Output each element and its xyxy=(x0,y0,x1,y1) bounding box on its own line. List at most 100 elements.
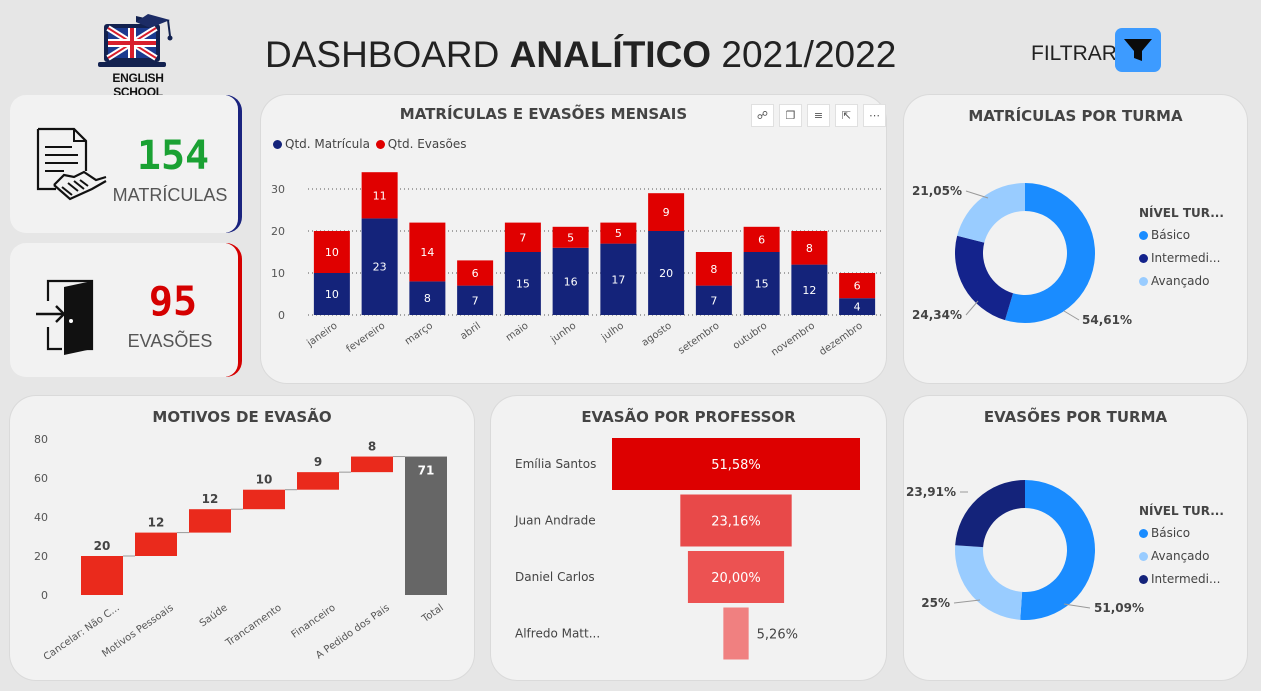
x-tick-label: junho xyxy=(548,320,578,346)
funnel-bar xyxy=(687,551,785,603)
reasons-chart-card[interactable]: MOTIVOS DE EVASÃO 0 20 40 60 80 20 Cancelar: N… xyxy=(10,396,474,680)
bar-matricula xyxy=(552,247,589,315)
legend-label: Básico xyxy=(1151,228,1191,242)
waterfall-bar xyxy=(81,556,123,595)
bar-matricula xyxy=(504,252,541,315)
bar-evasoes xyxy=(313,231,350,273)
data-label: 10 xyxy=(325,288,339,301)
bar-matricula xyxy=(791,264,828,315)
teacher-chart-card[interactable]: EVASÃO POR PROFESSOR Emília Santos 51,58%… xyxy=(491,396,886,680)
bar-evasoes xyxy=(409,222,446,282)
school-logo-icon xyxy=(98,14,173,67)
bar-matricula xyxy=(743,252,780,315)
data-label: 20,00% xyxy=(711,571,761,586)
legend-label-evasoes: Qtd. Evasões xyxy=(387,137,467,151)
data-label: 15 xyxy=(516,278,530,291)
data-label: 71 xyxy=(418,464,435,478)
donut-slice xyxy=(957,183,1025,243)
data-label: 6 xyxy=(854,280,861,293)
evasion-class-card[interactable]: EVASÕES POR TURMA 51,09% 25% 23,91% NÍVEL … xyxy=(904,396,1247,680)
x-tick-label: Financeiro xyxy=(290,602,338,640)
bar-matricula xyxy=(313,273,350,315)
leader-line xyxy=(1063,310,1080,321)
bar-matricula xyxy=(457,285,494,315)
legend-label: Básico xyxy=(1151,526,1191,540)
y-tick-label: 60 xyxy=(34,472,48,485)
pin-visual-button[interactable]: ☍ xyxy=(751,104,774,127)
x-tick-label: agosto xyxy=(640,320,674,348)
legend-label-matricula: Qtd. Matrícula xyxy=(285,137,370,151)
donut-slice xyxy=(955,480,1025,548)
reasons-chart-title: MOTIVOS DE EVASÃO xyxy=(152,408,332,426)
enrollment-class-donut: 54,61% 24,34% 21,05% xyxy=(912,183,1132,327)
total-bar xyxy=(405,456,447,595)
donut-slice xyxy=(1020,480,1096,620)
data-label: 12 xyxy=(148,516,165,530)
data-label: 9 xyxy=(663,206,670,219)
data-label: 8 xyxy=(806,242,813,255)
data-label: 7 xyxy=(519,231,526,244)
data-label: 20 xyxy=(94,539,111,553)
funnel-icon xyxy=(1124,39,1152,61)
bar-evasoes xyxy=(457,260,494,286)
page-title: DASHBOARD ANALÍTICO 2021/2022 xyxy=(265,34,896,76)
legend-item-intermediario[interactable]: Intermedi... xyxy=(1139,251,1224,265)
data-label: 16 xyxy=(564,275,578,288)
slice-label: 21,05% xyxy=(912,184,962,198)
filter-visual-button[interactable]: ≡ xyxy=(807,104,830,127)
legend-item-basico[interactable]: Básico xyxy=(1139,228,1224,242)
legend-item-avancado[interactable]: Avançado xyxy=(1139,274,1224,288)
bar-evasoes xyxy=(695,252,732,286)
y-tick-label: 20 xyxy=(34,550,48,563)
filter-label: FILTRAR xyxy=(1031,42,1117,65)
funnel-bar xyxy=(612,438,860,490)
waterfall-bar xyxy=(297,472,339,490)
monthly-chart-card[interactable]: MATRÍCULAS E EVASÕES MENSAIS Qtd. Matríc… xyxy=(261,95,886,383)
teacher-name: Juan Andrade xyxy=(514,514,596,528)
evasion-class-donut: 51,09% 25% 23,91% xyxy=(906,480,1144,620)
data-label: 10 xyxy=(256,473,273,487)
data-label: 5 xyxy=(615,227,622,240)
y-tick-label: 10 xyxy=(271,267,285,280)
bar-matricula xyxy=(409,281,446,315)
legend-item-basico[interactable]: Básico xyxy=(1139,526,1224,540)
contract-handshake-icon xyxy=(36,127,107,201)
x-tick-label: dezembro xyxy=(818,320,865,358)
teacher-name: Alfredo Matt... xyxy=(515,627,600,641)
filter-button[interactable] xyxy=(1115,28,1161,72)
bar-evasoes xyxy=(600,222,637,244)
legend-item-avancado[interactable]: Avançado xyxy=(1139,549,1224,563)
kpi-value-matriculas: 154 xyxy=(136,133,210,179)
legend-label: Avançado xyxy=(1151,274,1210,288)
legend-item-matricula[interactable]: Qtd. Matrícula xyxy=(273,137,370,151)
enrollment-class-card[interactable]: MATRÍCULAS POR TURMA 54,61% 24,34% 21,05% … xyxy=(904,95,1247,383)
x-tick-label: julho xyxy=(599,320,626,344)
waterfall-bar xyxy=(351,456,393,473)
kpi-value-evasoes: 95 xyxy=(148,279,198,325)
enrollment-class-title: MATRÍCULAS POR TURMA xyxy=(968,107,1183,125)
slice-label: 24,34% xyxy=(912,308,962,322)
legend-swatch-matricula xyxy=(273,140,282,149)
data-label: 8 xyxy=(710,263,717,276)
x-tick-label: Total xyxy=(419,602,445,625)
slice-label: 25% xyxy=(921,596,950,610)
x-tick-label: novembro xyxy=(769,320,817,358)
y-tick-label: 0 xyxy=(278,309,285,322)
legend-item-intermediario[interactable]: Intermedi... xyxy=(1139,572,1224,586)
slice-label: 23,91% xyxy=(906,485,956,499)
data-label: 11 xyxy=(373,189,387,202)
y-tick-label: 0 xyxy=(41,589,48,602)
monthly-chart-plot: 0 10 20 30 10 10 janeiro 23 11 fevereiro 8 14 março 7… xyxy=(271,172,881,358)
data-label: 15 xyxy=(755,278,769,291)
legend-title: NÍVEL TUR... xyxy=(1139,206,1224,220)
legend-item-evasoes[interactable]: Qtd. Evasões xyxy=(375,137,467,151)
bar-evasoes xyxy=(648,193,685,231)
exit-door-icon xyxy=(36,279,94,355)
donut-slice xyxy=(955,235,1014,321)
page-title-part-1: DASHBOARD xyxy=(265,34,510,75)
focus-mode-button[interactable]: ⇱ xyxy=(835,104,858,127)
copy-visual-button[interactable]: ❐ xyxy=(779,104,802,127)
more-options-button[interactable]: ⋯ xyxy=(863,104,886,127)
legend-swatch-evasoes xyxy=(375,140,385,149)
bar-evasoes xyxy=(791,231,828,265)
